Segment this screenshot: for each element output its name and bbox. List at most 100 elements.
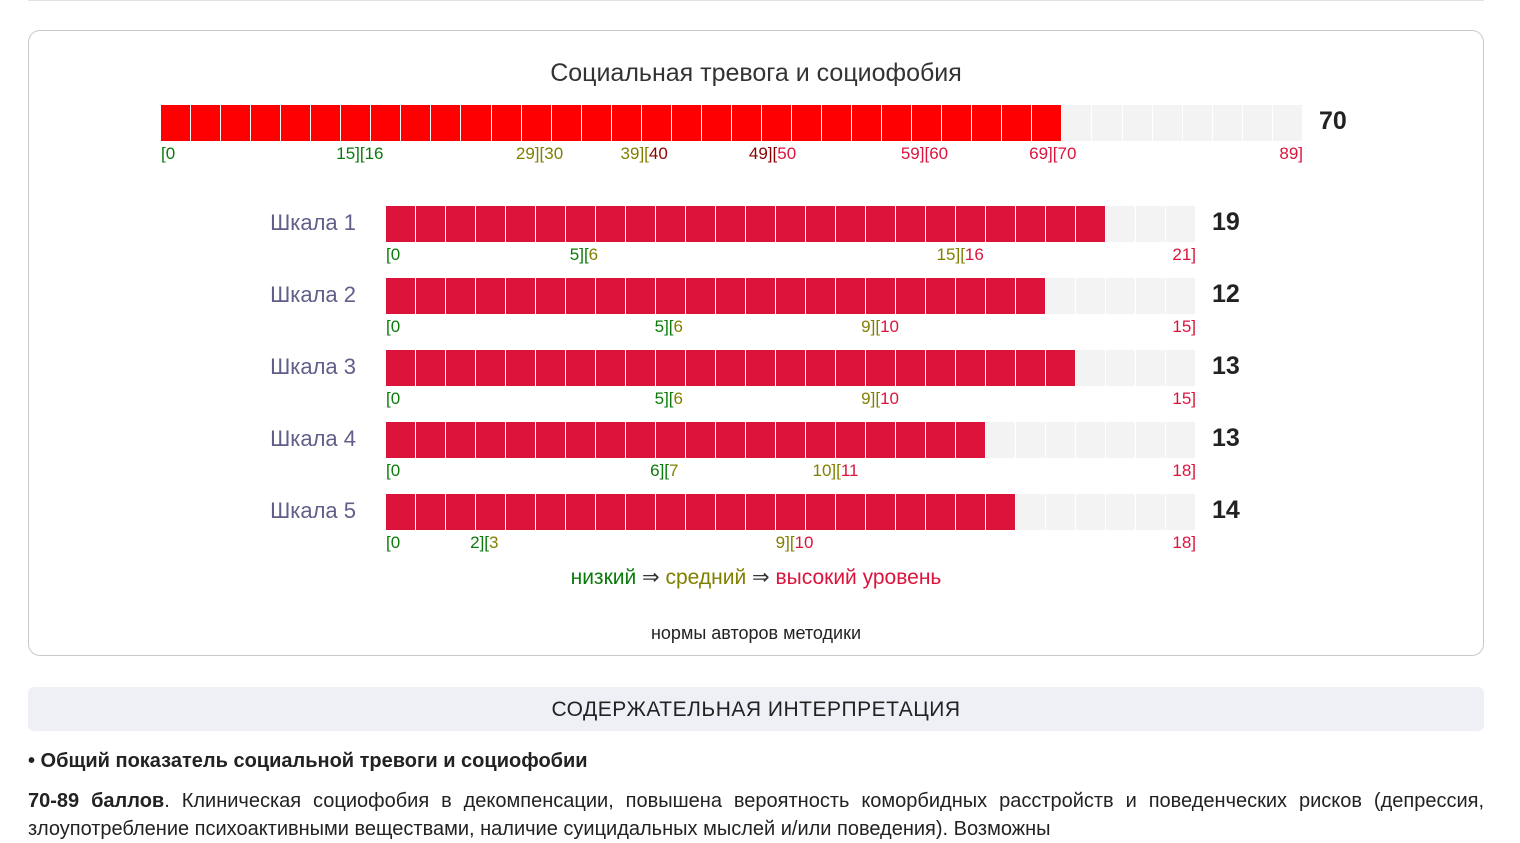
scale-bar-cell: [686, 494, 716, 530]
scale-bar-cell: [716, 494, 746, 530]
tick-label-text: [0: [386, 245, 401, 264]
overall-bar-cell: [221, 105, 252, 141]
tick-label-text: 18]: [1172, 533, 1196, 552]
scale-bar-cell: [1016, 278, 1046, 314]
scale-bar-cell: [1136, 494, 1166, 530]
tick-label: 15]: [1172, 317, 1196, 337]
scale-bar-cell: [926, 350, 956, 386]
scale-bar-cell: [716, 206, 746, 242]
scale-bar-cell: [1046, 422, 1076, 458]
overall-bar-cell: [1122, 105, 1153, 141]
scale-bar-cell: [776, 494, 806, 530]
scale-score: 13: [1212, 424, 1240, 452]
tick-label-text: 69][70: [1029, 144, 1077, 163]
section-heading: Содержательная интерпретация: [28, 687, 1484, 731]
scale-bar-cell: [1136, 278, 1166, 314]
overall-bar-cell: [491, 105, 522, 141]
scale-bar-cell: [926, 206, 956, 242]
tick-label: [0: [386, 245, 400, 265]
overall-bar-cell: [1182, 105, 1213, 141]
scale-bar-cell: [1166, 278, 1196, 314]
tick-label-text: 5][: [569, 245, 589, 264]
scale-bar-cell: [1046, 206, 1076, 242]
scale-bar-cell: [866, 350, 896, 386]
scale-bar-cell: [416, 494, 446, 530]
scale-bar-cell: [446, 278, 476, 314]
scale-bar-cell: [1106, 422, 1136, 458]
scale-bar-cell: [746, 422, 776, 458]
scale-bar-cell: [1166, 494, 1196, 530]
tick-label: 5][6: [655, 317, 683, 337]
scale-bar-cell: [626, 422, 656, 458]
overall-score: 70: [1319, 107, 1347, 135]
tick-label: 5][6: [655, 389, 683, 409]
overall-bar-cell: [461, 105, 492, 141]
scale-bar-cell: [506, 350, 536, 386]
scale-bar-cell: [806, 206, 836, 242]
scale-bar-cell: [656, 422, 686, 458]
scale-bar-cell: [926, 278, 956, 314]
overall-bar-cell: [1032, 105, 1063, 141]
tick-label-text: 59][60: [900, 144, 949, 163]
scale-bar-cell: [536, 206, 566, 242]
scale-bar-cell: [866, 278, 896, 314]
overall-bar-cell: [972, 105, 1003, 141]
scale-bar-cell: [506, 278, 536, 314]
scale-bar-cell: [866, 494, 896, 530]
overall-bar-cell: [311, 105, 342, 141]
scale-bar-cell: [416, 278, 446, 314]
scale-bar-cell: [506, 206, 536, 242]
overall-bar-cell: [912, 105, 943, 141]
scale-bar-cell: [1106, 350, 1136, 386]
scale-bar-cell: [686, 206, 716, 242]
tick-label-text: 21]: [1172, 245, 1196, 264]
scale-bar-cell: [476, 206, 506, 242]
scale-bar-cell: [746, 278, 776, 314]
scale-bar-cell: [506, 422, 536, 458]
tick-label: 18]: [1172, 461, 1196, 481]
scale-bar-cell: [716, 278, 746, 314]
scale-bar-cell: [806, 350, 836, 386]
tick-label-text: 18]: [1172, 461, 1196, 480]
tick-label: 29][30: [516, 144, 563, 164]
scale-bar-cell: [806, 278, 836, 314]
scale-bar-cell: [446, 350, 476, 386]
scale-bar-cell: [596, 350, 626, 386]
scale-bar-cell: [1016, 206, 1046, 242]
scale-score: 12: [1212, 280, 1240, 308]
overall-bar-cell: [281, 105, 312, 141]
scale-bar-cell: [566, 494, 596, 530]
tick-label-text: 9][: [775, 533, 795, 552]
legend-arrow: ⇒: [636, 566, 666, 589]
scale-bar-cell: [566, 206, 596, 242]
scale-bar-cell: [1106, 494, 1136, 530]
scale-bar-cell: [686, 278, 716, 314]
tick-label: 18]: [1172, 533, 1196, 553]
tick-label-text: 5][: [654, 317, 674, 336]
chart-title: Социальная тревога и социофобия: [550, 59, 962, 87]
scale-bar-cell: [746, 350, 776, 386]
scale-bar-cell: [776, 422, 806, 458]
scale-bar-cell: [956, 494, 986, 530]
scale-bar-cell: [656, 206, 686, 242]
legend-low: низкий: [570, 566, 637, 589]
scale-bar-cell: [746, 206, 776, 242]
tick-label-text: [0: [386, 317, 401, 336]
tick-label-text: 10: [794, 533, 814, 552]
tick-label: [0: [386, 317, 400, 337]
tick-label-text: 7: [669, 461, 679, 480]
level-legend: низкий ⇒ средний ⇒ высокий уровень: [29, 565, 1483, 590]
overall-bar: [161, 105, 1303, 141]
scale-tick-labels: [0 5][6 15][16 21]: [386, 245, 1196, 267]
scale-bar-cell: [536, 494, 566, 530]
tick-label: 2][3: [470, 533, 498, 553]
tick-label: 5][6: [570, 245, 598, 265]
overall-bar-cell: [191, 105, 222, 141]
scale-bar-cell: [1136, 350, 1166, 386]
tick-label: 6][7: [650, 461, 678, 481]
section-heading-text: Содержательная интерпретация: [551, 698, 961, 721]
scale-bar-cell: [956, 422, 986, 458]
scale-bar-cell: [986, 278, 1016, 314]
tick-label-text: 6][: [650, 461, 670, 480]
scale-bar-cell: [476, 422, 506, 458]
